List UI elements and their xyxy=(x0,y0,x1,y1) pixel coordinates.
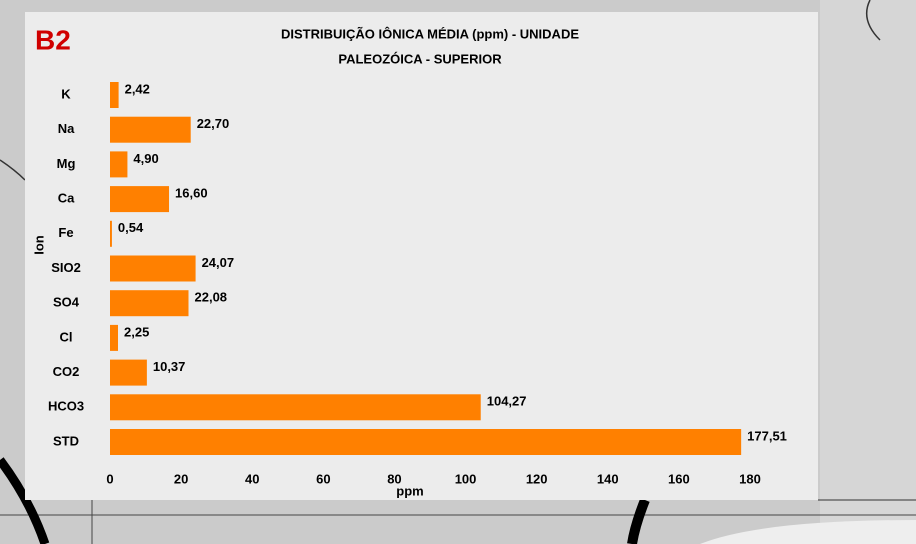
x-tick-label: 160 xyxy=(668,471,690,486)
bar xyxy=(110,220,112,247)
x-tick-label: 0 xyxy=(106,471,113,486)
map-line xyxy=(865,0,881,41)
x-tick-label: 100 xyxy=(455,471,477,486)
bar xyxy=(110,116,191,143)
value-label: 2,25 xyxy=(124,324,149,339)
bar xyxy=(110,324,118,351)
river xyxy=(627,498,650,544)
chart-title: DISTRIBUIÇÃO IÔNICA MÉDIA (ppm) - UNIDAD… xyxy=(281,26,579,41)
map-line xyxy=(0,159,26,181)
map-region xyxy=(700,520,916,544)
y-tick-label: K xyxy=(61,86,71,101)
y-tick-label: SIO2 xyxy=(51,260,81,275)
bar xyxy=(110,255,196,282)
value-label: 22,70 xyxy=(197,116,230,131)
bar xyxy=(110,394,481,421)
y-tick-label: Mg xyxy=(57,156,76,171)
value-label: 2,42 xyxy=(125,81,150,96)
bar xyxy=(110,359,147,386)
bar xyxy=(110,151,128,178)
value-label: 24,07 xyxy=(202,255,235,270)
x-tick-label: 180 xyxy=(739,471,761,486)
bar xyxy=(110,429,742,455)
value-label: 16,60 xyxy=(175,186,208,201)
bar xyxy=(110,186,170,213)
y-tick-label: Ca xyxy=(58,191,75,206)
value-label: 104,27 xyxy=(487,394,527,409)
river xyxy=(0,457,50,544)
value-label: 10,37 xyxy=(153,359,186,374)
panel-label: B2 xyxy=(35,24,71,55)
chart-title: PALEOZÓICA - SUPERIOR xyxy=(338,51,502,66)
map-region xyxy=(820,0,916,544)
x-tick-label: 140 xyxy=(597,471,619,486)
x-tick-label: 80 xyxy=(387,471,401,486)
y-tick-label: SO4 xyxy=(53,295,80,310)
value-label: 177,51 xyxy=(747,428,787,443)
y-tick-label: STD xyxy=(53,433,79,448)
value-label: 4,90 xyxy=(133,151,158,166)
y-tick-label: Na xyxy=(58,121,75,136)
x-tick-label: 60 xyxy=(316,471,330,486)
y-tick-label: Cl xyxy=(60,329,73,344)
bar xyxy=(110,82,119,108)
y-axis-label: Ion xyxy=(31,235,46,255)
x-tick-label: 40 xyxy=(245,471,259,486)
x-tick-label: 120 xyxy=(526,471,548,486)
y-tick-label: Fe xyxy=(58,225,73,240)
value-label: 22,08 xyxy=(195,290,228,305)
y-tick-label: CO2 xyxy=(53,364,80,379)
x-tick-label: 20 xyxy=(174,471,188,486)
y-tick-label: HCO3 xyxy=(48,399,84,414)
bar xyxy=(110,290,189,317)
x-axis-label: ppm xyxy=(396,483,423,498)
value-label: 0,54 xyxy=(118,220,144,235)
